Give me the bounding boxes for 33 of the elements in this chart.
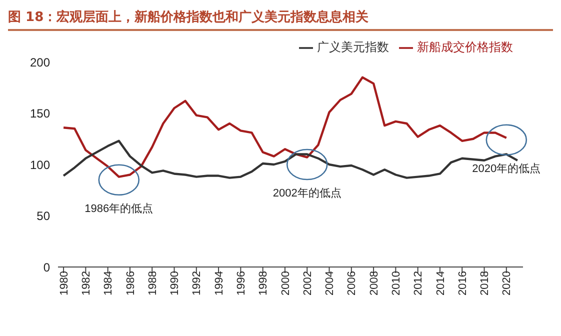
legend-label: 广义美元指数 [317,40,389,54]
x-tick-label: 2008 [368,271,380,296]
x-tick-label: 2016 [456,271,469,296]
y-tick-label: 150 [30,106,50,121]
legend-label: 新船成交价格指数 [417,40,513,54]
x-tick-label: 1992 [191,271,204,296]
x-tick-label: 2006 [346,271,358,296]
x-tick-label: 1984 [102,271,115,296]
x-tick-label: 2002 [302,271,314,296]
y-tick-label: 50 [36,209,50,224]
x-tick-label: 1986 [124,271,137,296]
x-tick-label: 1980 [58,271,70,296]
x-tick-label: 2004 [324,271,336,296]
annotation: 2020年的低点 [472,162,541,175]
x-tick-label: 2010 [390,271,402,296]
x-tick-label: 2020 [501,271,514,296]
y-tick-label: 200 [30,55,50,70]
x-tick-label: 1982 [80,271,92,296]
line-series [62,140,519,179]
x-tick-label: 1994 [213,271,226,296]
annotation: 2002年的低点 [272,186,342,200]
y-tick-label: 0 [43,260,50,274]
y-tick-label: 100 [30,158,50,172]
chart-title: 图 18：宏观层面上，新船价格指数也和广义美元指数息息相关 [8,8,553,31]
x-tick-label: 1998 [258,271,270,296]
x-tick-label: 1990 [169,271,182,296]
x-tick-label: 2014 [434,271,447,296]
x-tick-label: 1988 [146,271,159,296]
x-tick-label: 2018 [479,271,492,296]
x-tick-label: 2012 [412,271,425,296]
x-tick-label: 1996 [235,271,248,296]
x-tick-label: 2000 [280,271,292,296]
annotation: 1986年的低点 [84,202,154,215]
